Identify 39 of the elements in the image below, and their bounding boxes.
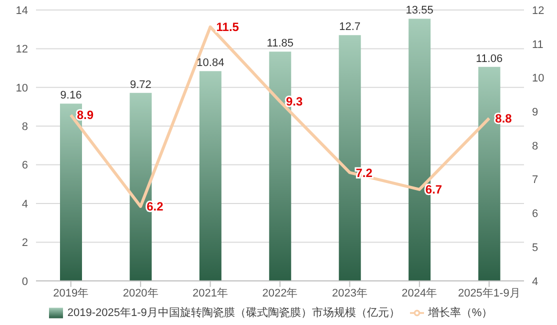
- data-label: 8.9: [76, 108, 94, 122]
- y2-tick-label: 5: [532, 242, 538, 254]
- y2-tick-label: 7: [532, 174, 538, 186]
- x-tick-label: 2022年: [262, 288, 298, 300]
- data-label: 12.7: [339, 21, 361, 34]
- data-label: 11.5: [216, 20, 240, 34]
- y-tick-label: 10: [16, 82, 28, 94]
- bar: [199, 71, 222, 281]
- y2-tick-label: 8: [532, 140, 538, 152]
- x-tick-label: 2025年1-9月: [458, 288, 520, 300]
- data-label: 11.06: [476, 52, 503, 65]
- y2-tick-label: 10: [532, 72, 544, 85]
- data-label: 9.72: [130, 78, 152, 91]
- y2-tick-label: 6: [532, 208, 538, 220]
- y2-tick-label: 12: [532, 4, 544, 17]
- y2-tick-label: 4: [532, 276, 538, 288]
- data-label: 9.16: [60, 90, 82, 102]
- y2-tick-label: 9: [532, 106, 538, 118]
- x-tick-label: 2020年: [122, 288, 158, 300]
- y-tick-label: 14: [16, 4, 28, 17]
- x-tick-label: 2024年: [402, 288, 438, 300]
- y-tick-label: 8: [22, 121, 28, 134]
- y-tick-label: 6: [22, 160, 28, 172]
- y-tick-label: 4: [22, 198, 28, 210]
- y-tick-label: 12: [16, 44, 28, 56]
- y-tick-label: 0: [22, 276, 28, 288]
- data-label: 11.85: [266, 38, 294, 50]
- legend-label: 增长率（%）: [428, 306, 493, 319]
- x-tick-label: 2023年: [332, 288, 368, 300]
- x-tick-label: 2021年: [192, 288, 228, 300]
- data-label: 10.84: [196, 57, 224, 70]
- y-tick-label: 2: [22, 237, 28, 250]
- y2-tick-label: 11: [532, 38, 544, 51]
- data-label: 7.2: [356, 166, 373, 180]
- x-tick-label: 2019年: [53, 288, 89, 300]
- data-label: 9.3: [286, 94, 304, 109]
- data-label: 8.8: [495, 112, 512, 126]
- data-label: 13.55: [406, 4, 434, 17]
- legend-label: 2019-2025年1-9月中国旋转陶瓷膜（碟式陶瓷膜）市场规模（亿元）: [67, 306, 400, 319]
